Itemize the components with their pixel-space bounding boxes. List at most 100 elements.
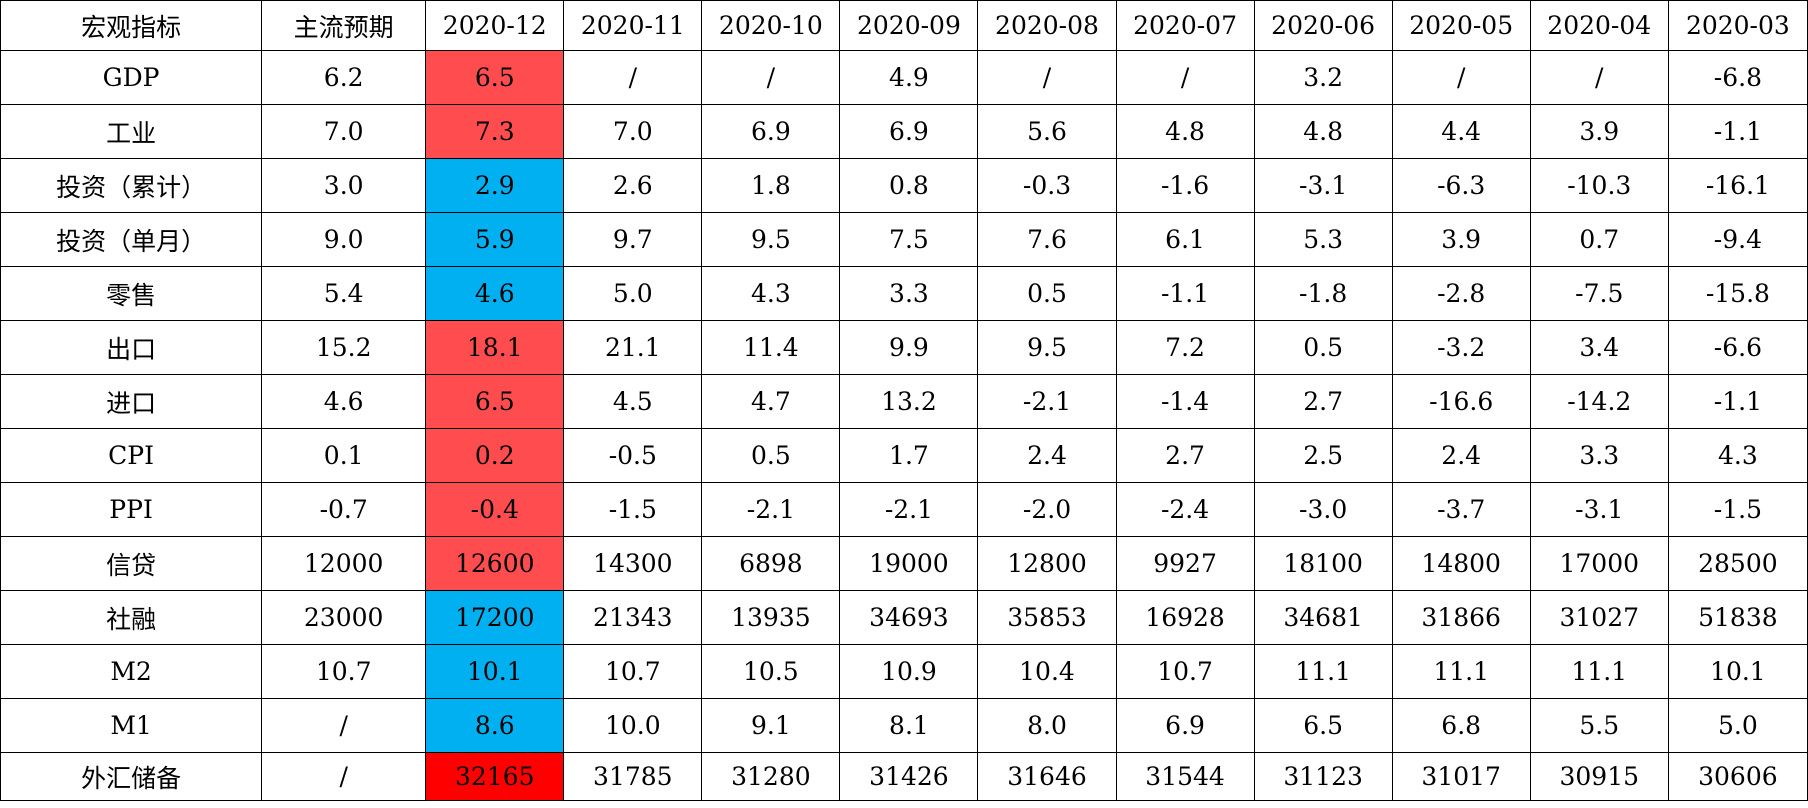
- expected-cell: -0.7: [261, 482, 427, 537]
- value-cell: 0.7: [1529, 212, 1669, 267]
- value-cell: 4.8: [1253, 104, 1393, 159]
- table-row: M1/8.6 10.0 9.1 8.1 8.0 6.9 6.5 6.8 5.5 5.0: [0, 698, 1808, 753]
- value-cell: 6.1: [1115, 212, 1255, 267]
- value-cell: 18100: [1253, 536, 1393, 591]
- actual-highlight-cell: 5.9: [425, 212, 565, 267]
- expected-cell: 4.6: [261, 374, 427, 429]
- value-cell: 0.5: [1253, 320, 1393, 375]
- table-row: 工业 7.0 7.3 7.0 6.9 6.9 5.6 4.8 4.8 4.4 3.9 -1.1: [0, 104, 1808, 159]
- value-cell: 10.0: [563, 698, 703, 753]
- actual-highlight-cell: 8.6: [425, 698, 565, 753]
- value-cell: 2.4: [1391, 428, 1531, 483]
- value-cell: -0.3: [977, 158, 1117, 213]
- value-cell: 31544: [1115, 752, 1255, 801]
- header-row: 宏观指标 主流预期 2020-12 2020-11 2020-10 2020-0…: [0, 0, 1808, 51]
- value-cell: 4.5: [563, 374, 703, 429]
- header-indicator: 宏观指标: [0, 0, 263, 51]
- value-cell: 6.9: [839, 104, 979, 159]
- value-cell: 5.0: [563, 266, 703, 321]
- indicator-cell: 外汇储备: [0, 752, 263, 801]
- value-cell: 6.9: [701, 104, 841, 159]
- value-cell: 10.9: [839, 644, 979, 699]
- table-row: 社融 23000 17200 21343 13935 34693 35853 16928 346…: [0, 590, 1808, 645]
- value-cell: 3.3: [839, 266, 979, 321]
- value-cell: 11.1: [1391, 644, 1531, 699]
- expected-cell: 6.2: [261, 50, 427, 105]
- value-cell: 0.5: [701, 428, 841, 483]
- value-cell: 10.7: [1115, 644, 1255, 699]
- indicator-cell: 投资（累计）: [0, 158, 263, 213]
- value-cell: 35853: [977, 590, 1117, 645]
- value-cell: -1.1: [1667, 374, 1808, 429]
- value-cell: 4.8: [1115, 104, 1255, 159]
- value-cell: -3.2: [1391, 320, 1531, 375]
- actual-highlight-cell: 2.9: [425, 158, 565, 213]
- value-cell: -2.1: [701, 482, 841, 537]
- expected-cell: 12000: [261, 536, 427, 591]
- value-cell: 8.0: [977, 698, 1117, 753]
- value-cell: 10.7: [563, 644, 703, 699]
- value-cell: 5.3: [1253, 212, 1393, 267]
- value-cell: -1.6: [1115, 158, 1255, 213]
- value-cell: 30606: [1667, 752, 1808, 801]
- actual-highlight-cell: 6.5: [425, 374, 565, 429]
- value-cell: 5.0: [1667, 698, 1808, 753]
- value-cell: 31017: [1391, 752, 1531, 801]
- value-cell: 51838: [1667, 590, 1808, 645]
- value-cell: -2.0: [977, 482, 1117, 537]
- value-cell: 1.7: [839, 428, 979, 483]
- value-cell: 4.3: [701, 266, 841, 321]
- table-row: 信贷 12000 12600 14300 6898 19000 12800 9927 18100…: [0, 536, 1808, 591]
- value-cell: -6.3: [1391, 158, 1531, 213]
- value-cell: 2.7: [1115, 428, 1255, 483]
- value-cell: 13.2: [839, 374, 979, 429]
- value-cell: -3.0: [1253, 482, 1393, 537]
- indicator-cell: 社融: [0, 590, 263, 645]
- value-cell: 3.3: [1529, 428, 1669, 483]
- expected-cell: 15.2: [261, 320, 427, 375]
- value-cell: 10.5: [701, 644, 841, 699]
- value-cell: 31280: [701, 752, 841, 801]
- value-cell: -2.8: [1391, 266, 1531, 321]
- header-month: 2020-10: [701, 0, 841, 51]
- header-expected: 主流预期: [261, 0, 427, 51]
- value-cell: 9.7: [563, 212, 703, 267]
- value-cell: -16.1: [1667, 158, 1808, 213]
- indicator-cell: 投资（单月）: [0, 212, 263, 267]
- value-cell: 8.1: [839, 698, 979, 753]
- indicator-cell: 进口: [0, 374, 263, 429]
- value-cell: 17000: [1529, 536, 1669, 591]
- value-cell: 31426: [839, 752, 979, 801]
- value-cell: 1.8: [701, 158, 841, 213]
- value-cell: 0.5: [977, 266, 1117, 321]
- value-cell: /: [977, 50, 1117, 105]
- value-cell: 31646: [977, 752, 1117, 801]
- header-month: 2020-07: [1115, 0, 1255, 51]
- value-cell: 11.1: [1529, 644, 1669, 699]
- value-cell: -1.8: [1253, 266, 1393, 321]
- header-month: 2020-08: [977, 0, 1117, 51]
- indicator-cell: GDP: [0, 50, 263, 105]
- indicator-cell: PPI: [0, 482, 263, 537]
- table-row: 零售 5.4 4.6 5.0 4.3 3.3 0.5 -1.1 -1.8 -2.8 -7.5 -15.…: [0, 266, 1808, 321]
- value-cell: 9927: [1115, 536, 1255, 591]
- value-cell: 34681: [1253, 590, 1393, 645]
- value-cell: 19000: [839, 536, 979, 591]
- value-cell: -9.4: [1667, 212, 1808, 267]
- indicator-cell: M2: [0, 644, 263, 699]
- header-month: 2020-06: [1253, 0, 1393, 51]
- actual-highlight-cell: 4.6: [425, 266, 565, 321]
- value-cell: 5.6: [977, 104, 1117, 159]
- value-cell: -7.5: [1529, 266, 1669, 321]
- value-cell: 34693: [839, 590, 979, 645]
- table-row: M2 10.7 10.1 10.7 10.5 10.9 10.4 10.7 11.1 11.1 11…: [0, 644, 1808, 699]
- value-cell: -2.4: [1115, 482, 1255, 537]
- indicator-cell: 出口: [0, 320, 263, 375]
- table-row: 出口 15.2 18.1 21.1 11.4 9.9 9.5 7.2 0.5 -3.2 3.4 -6.…: [0, 320, 1808, 375]
- value-cell: 4.3: [1667, 428, 1808, 483]
- expected-cell: 10.7: [261, 644, 427, 699]
- table-row: 进口 4.6 6.5 4.5 4.7 13.2 -2.1 -1.4 2.7 -16.6 -14.2-…: [0, 374, 1808, 429]
- expected-cell: 23000: [261, 590, 427, 645]
- value-cell: -15.8: [1667, 266, 1808, 321]
- value-cell: 21.1: [563, 320, 703, 375]
